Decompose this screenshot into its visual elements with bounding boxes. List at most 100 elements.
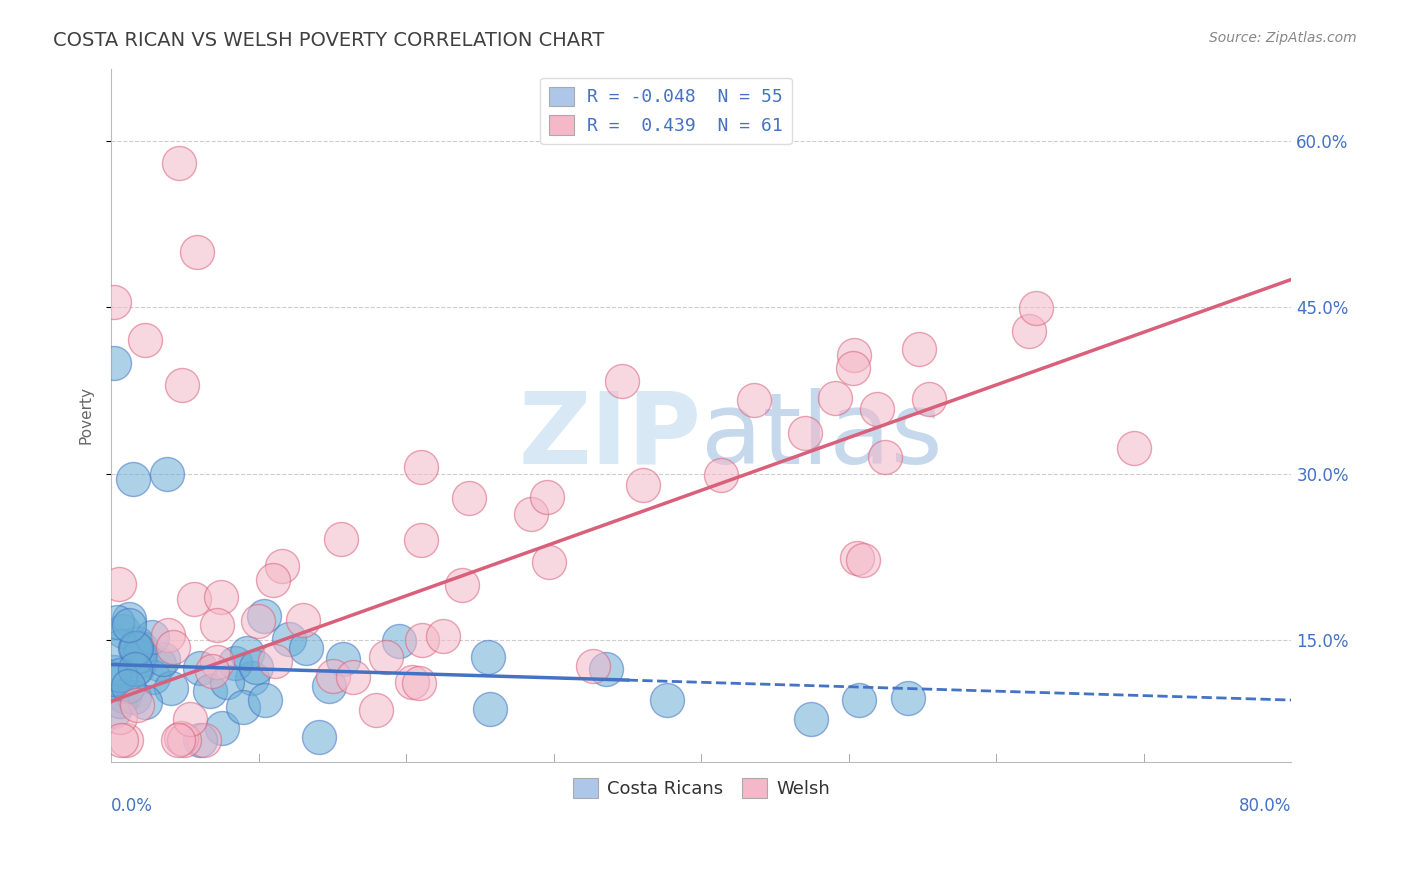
Point <box>450 577 472 591</box>
Point <box>193 733 215 747</box>
Point <box>263 654 285 668</box>
Point <box>432 629 454 643</box>
Legend: Costa Ricans, Welsh: Costa Ricans, Welsh <box>565 771 837 805</box>
Point <box>908 342 931 356</box>
Point <box>742 392 765 407</box>
Point <box>186 244 208 259</box>
Point <box>332 652 354 666</box>
Point <box>124 661 146 675</box>
Point <box>152 652 174 666</box>
Point <box>110 733 132 747</box>
Point <box>128 655 150 669</box>
Point <box>183 591 205 606</box>
Point <box>217 675 239 690</box>
Point <box>224 656 246 670</box>
Point <box>1018 324 1040 338</box>
Point <box>188 661 211 675</box>
Point <box>114 733 136 747</box>
Point <box>536 490 558 504</box>
Point <box>401 675 423 690</box>
Point <box>156 627 179 641</box>
Point <box>457 491 479 505</box>
Point <box>322 669 344 683</box>
Point <box>329 532 352 546</box>
Point <box>207 655 229 669</box>
Point <box>160 681 183 695</box>
Point <box>124 641 146 656</box>
Point <box>254 693 277 707</box>
Point <box>710 468 733 483</box>
Point <box>205 617 228 632</box>
Point <box>1123 441 1146 455</box>
Point <box>125 640 148 655</box>
Point <box>388 634 411 648</box>
Point <box>582 658 605 673</box>
Point <box>167 156 190 170</box>
Point <box>122 690 145 705</box>
Point <box>112 690 135 704</box>
Point <box>129 640 152 655</box>
Point <box>173 733 195 747</box>
Point <box>253 609 276 624</box>
Text: COSTA RICAN VS WELSH POVERTY CORRELATION CHART: COSTA RICAN VS WELSH POVERTY CORRELATION… <box>53 31 605 50</box>
Point <box>824 391 846 405</box>
Point <box>631 478 654 492</box>
Point <box>118 612 141 626</box>
Point <box>162 640 184 655</box>
Point <box>308 730 330 744</box>
Text: Source: ZipAtlas.com: Source: ZipAtlas.com <box>1209 31 1357 45</box>
Point <box>121 472 143 486</box>
Point <box>291 613 314 627</box>
Point <box>375 650 398 665</box>
Point <box>240 672 263 686</box>
Point <box>411 632 433 647</box>
Point <box>366 703 388 717</box>
Point <box>103 672 125 686</box>
Point <box>246 615 269 629</box>
Point <box>108 668 131 682</box>
Point <box>842 361 865 376</box>
Point <box>127 698 149 712</box>
Point <box>409 533 432 548</box>
Point <box>852 552 875 566</box>
Point <box>108 577 131 591</box>
Point <box>277 632 299 646</box>
Point <box>295 641 318 656</box>
Point <box>409 459 432 474</box>
Point <box>128 648 150 663</box>
Point <box>408 675 430 690</box>
Point <box>271 559 294 574</box>
Point <box>477 649 499 664</box>
Point <box>198 684 221 698</box>
Point <box>800 712 823 726</box>
Point <box>236 646 259 660</box>
Point <box>342 670 364 684</box>
Point <box>201 665 224 679</box>
Point <box>125 661 148 675</box>
Point <box>141 630 163 644</box>
Point <box>865 402 887 417</box>
Point <box>848 693 870 707</box>
Point <box>318 679 340 693</box>
Point <box>148 657 170 671</box>
Point <box>111 624 134 638</box>
Point <box>117 618 139 632</box>
Point <box>103 704 125 718</box>
Point <box>170 731 193 745</box>
Point <box>103 294 125 309</box>
Point <box>1025 301 1047 316</box>
Point <box>170 377 193 392</box>
Text: 0.0%: 0.0% <box>111 797 153 815</box>
Point <box>134 334 156 348</box>
Point <box>103 356 125 370</box>
Point <box>842 348 865 362</box>
Point <box>793 426 815 441</box>
Point <box>262 573 284 587</box>
Text: 80.0%: 80.0% <box>1239 797 1292 815</box>
Point <box>105 615 128 630</box>
Point <box>612 374 634 388</box>
Point <box>134 695 156 709</box>
Point <box>110 639 132 653</box>
Point <box>108 694 131 708</box>
Point <box>108 710 131 724</box>
